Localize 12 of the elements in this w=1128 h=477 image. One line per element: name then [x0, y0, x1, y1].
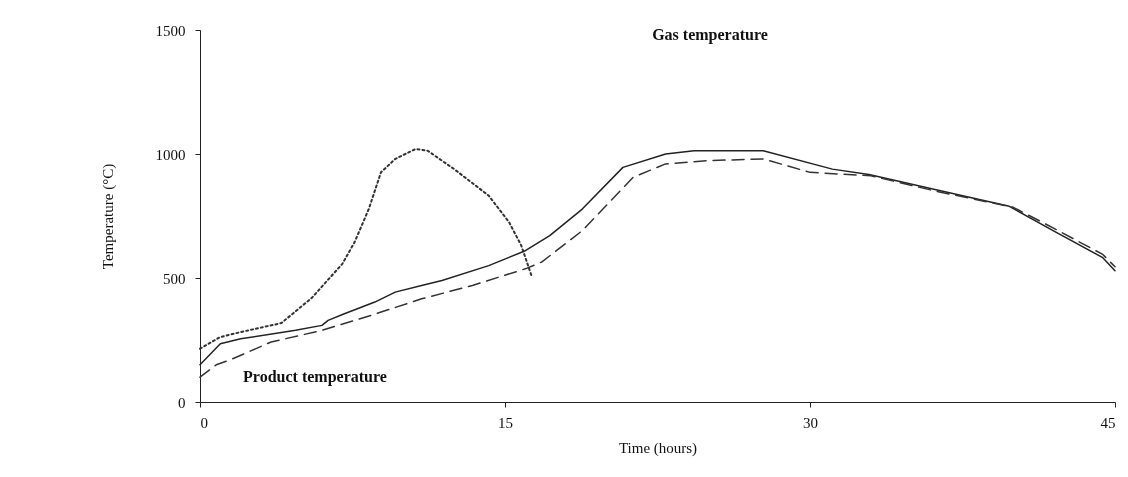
y-tick-label: 1500 [155, 22, 186, 39]
annotation: Gas temperature [652, 26, 768, 44]
y-tick-label: 0 [178, 394, 186, 411]
y-tick-label: 500 [163, 270, 186, 287]
x-axis-title: Time (hours) [618, 439, 698, 457]
y-tick-label: 1000 [155, 146, 186, 163]
annotation: Product temperature [243, 368, 387, 386]
y-axis-title: Temperature (°C) [99, 163, 117, 270]
x-tick-label: 30 [803, 414, 818, 431]
x-tick-label: 15 [498, 414, 513, 431]
x-tick-label: 0 [200, 414, 208, 431]
x-tick-label: 45 [1100, 414, 1116, 431]
